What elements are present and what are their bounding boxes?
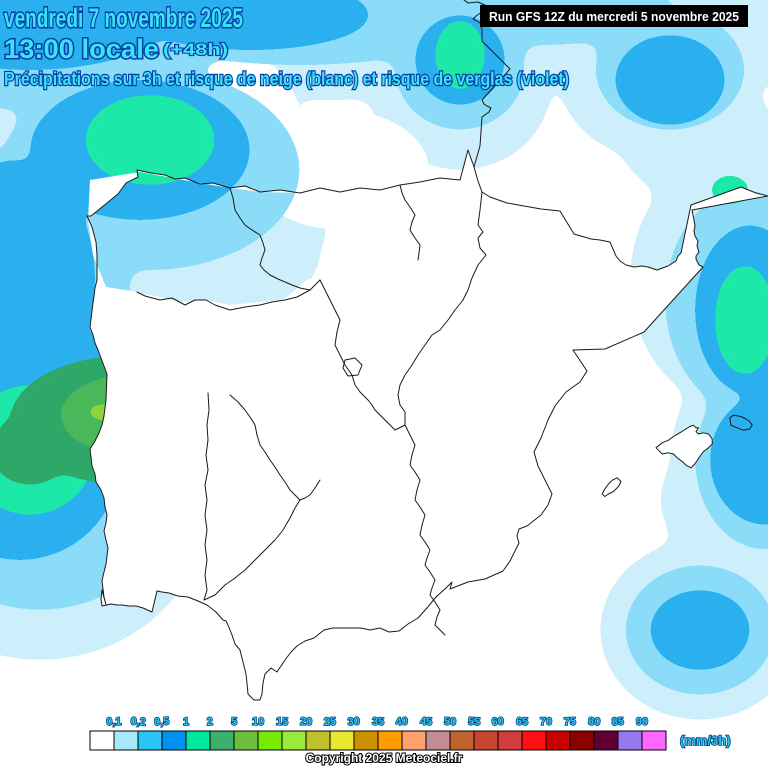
svg-text:60: 60 (491, 716, 504, 729)
svg-text:40: 40 (395, 716, 408, 729)
svg-text:Précipitations sur 3h et risqu: Précipitations sur 3h et risque de neige… (4, 69, 569, 89)
svg-text:55: 55 (468, 716, 481, 729)
svg-text:30: 30 (347, 716, 360, 729)
svg-text:90: 90 (636, 716, 648, 728)
svg-text:20: 20 (300, 716, 313, 728)
svg-text:13:00 locale: 13:00 locale (4, 34, 159, 64)
svg-text:(+48h): (+48h) (163, 40, 228, 59)
svg-text:5: 5 (231, 716, 238, 728)
svg-text:35: 35 (372, 716, 385, 728)
svg-text:Run GFS 12Z du mercredi 5 nove: Run GFS 12Z du mercredi 5 novembre 2025 (489, 9, 739, 24)
svg-text:50: 50 (444, 716, 457, 728)
svg-text:0,1: 0,1 (106, 716, 122, 729)
svg-text:1: 1 (183, 716, 189, 728)
svg-text:25: 25 (324, 716, 337, 728)
svg-text:75: 75 (564, 716, 577, 728)
svg-text:80: 80 (588, 716, 601, 729)
svg-text:Copyright 2025 Meteociel.fr: Copyright 2025 Meteociel.fr (306, 751, 463, 765)
svg-text:10: 10 (252, 716, 265, 728)
svg-text:70: 70 (540, 716, 552, 728)
svg-text:0,2: 0,2 (130, 715, 146, 728)
svg-text:65: 65 (516, 716, 529, 728)
svg-text:vendredi 7 novembre 2025: vendredi 7 novembre 2025 (4, 3, 243, 33)
svg-text:0,5: 0,5 (154, 715, 170, 728)
svg-text:(mm/3h): (mm/3h) (680, 733, 731, 748)
svg-text:15: 15 (276, 716, 289, 728)
svg-text:2: 2 (206, 716, 213, 728)
svg-text:45: 45 (420, 716, 433, 728)
svg-text:85: 85 (611, 716, 624, 729)
